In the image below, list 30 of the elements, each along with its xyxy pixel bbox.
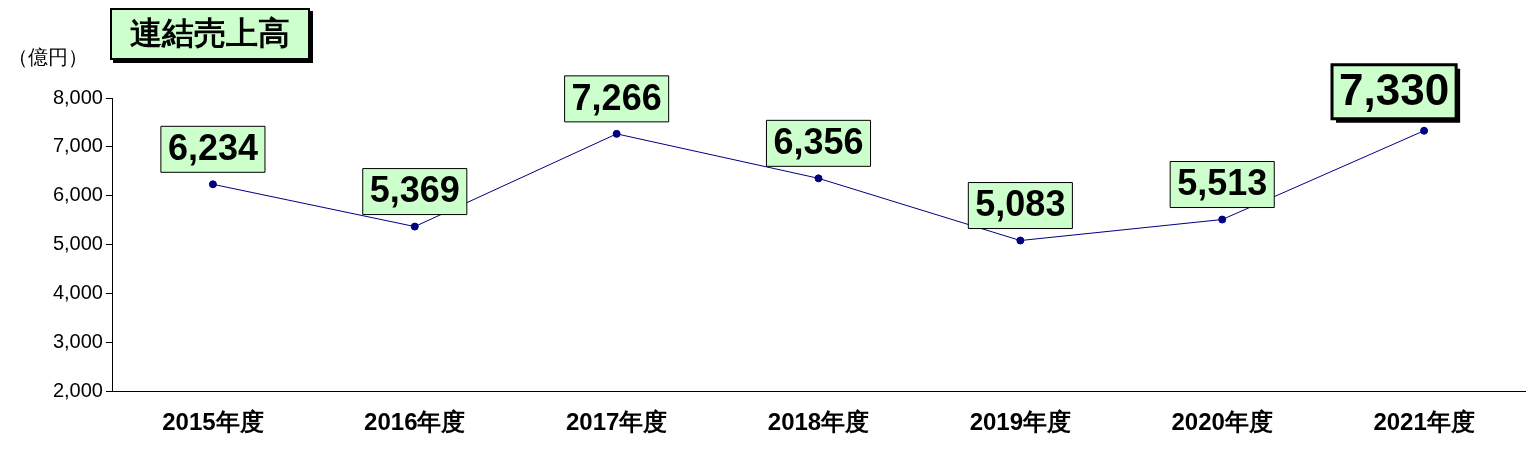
point xyxy=(1016,236,1025,245)
data-label: 5,369 xyxy=(369,169,460,211)
x-tick-label: 2019年度 xyxy=(969,408,1072,436)
x-tick-label: 2016年度 xyxy=(364,408,466,436)
point xyxy=(410,222,419,231)
data-label: 6,356 xyxy=(773,121,864,163)
y-tick-label: 2,000 xyxy=(52,378,103,401)
data-label: 7,266 xyxy=(571,76,662,118)
y-tick-label: 3,000 xyxy=(52,329,103,352)
data-label: 5,083 xyxy=(975,183,1066,225)
x-tick-label: 2018年度 xyxy=(767,408,870,436)
y-tick-label: 8,000 xyxy=(52,85,103,108)
point xyxy=(612,129,621,138)
x-tick-label: 2020年度 xyxy=(1171,408,1273,436)
x-tick-label: 2021年度 xyxy=(1373,408,1475,436)
point xyxy=(1420,126,1429,135)
data-label: 7,330 xyxy=(1339,64,1450,114)
x-tick-label: 2017年度 xyxy=(565,408,668,436)
point xyxy=(1218,215,1227,224)
y-tick-label: 4,000 xyxy=(52,280,103,303)
point xyxy=(814,174,823,183)
y-tick-label: 5,000 xyxy=(52,232,103,255)
y-tick-label: 7,000 xyxy=(52,134,103,157)
data-label: 5,513 xyxy=(1177,162,1268,204)
chart-title: 連結売上高 xyxy=(110,8,310,60)
point xyxy=(208,180,217,189)
y-axis-title: （億円） xyxy=(8,45,88,70)
x-tick-label: 2015年度 xyxy=(162,408,264,436)
y-tick-label: 6,000 xyxy=(52,183,103,206)
data-label: 6,234 xyxy=(167,127,258,169)
